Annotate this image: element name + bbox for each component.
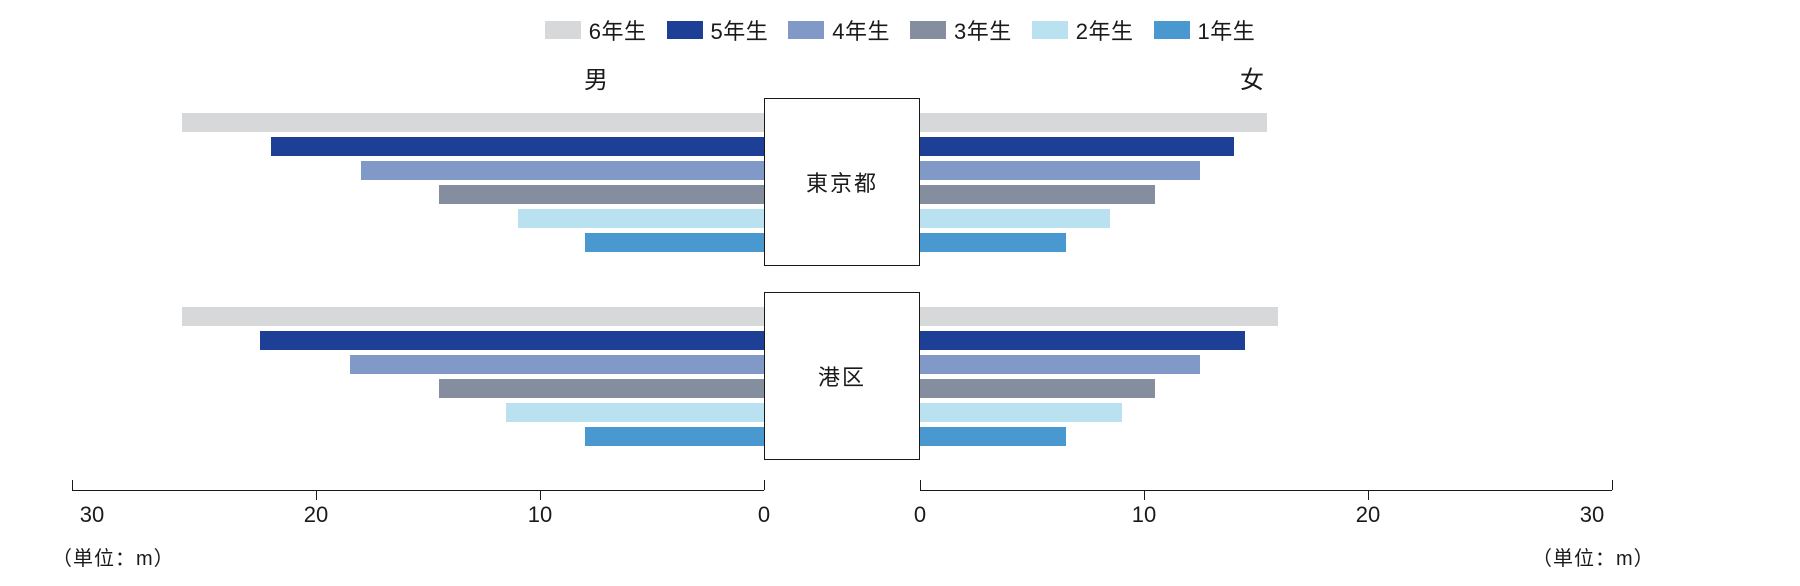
legend-label: 2年生 bbox=[1076, 14, 1134, 46]
legend-label: 4年生 bbox=[832, 14, 890, 46]
legend-swatch bbox=[910, 21, 946, 39]
category-box: 港区 bbox=[764, 292, 920, 460]
category-label: 港区 bbox=[818, 360, 866, 392]
axis-tick-label-left: 30 bbox=[80, 502, 104, 528]
axis-tick-label-left: 20 bbox=[304, 502, 328, 528]
unit-label-right: （単位：m） bbox=[1532, 542, 1655, 571]
bar-female bbox=[920, 379, 1155, 398]
axis-endcap bbox=[1612, 480, 1613, 490]
bar-female bbox=[920, 331, 1245, 350]
legend-swatch bbox=[667, 21, 703, 39]
legend-item: 2年生 bbox=[1032, 14, 1134, 46]
bar-male bbox=[361, 161, 764, 180]
bar-female bbox=[920, 355, 1200, 374]
axis-endcap bbox=[764, 480, 765, 490]
legend-swatch bbox=[788, 21, 824, 39]
legend-swatch bbox=[1032, 21, 1068, 39]
legend-label: 1年生 bbox=[1198, 14, 1256, 46]
legend-swatch bbox=[1154, 21, 1190, 39]
bar-male bbox=[439, 185, 764, 204]
axis-tick bbox=[1368, 490, 1369, 500]
bar-male bbox=[439, 379, 764, 398]
butterfly-bar-chart: 6年生 5年生 4年生 3年生 2年生 1年生男 女東京都港区 0 0 10 10 20 20 30 30 （… bbox=[0, 0, 1800, 586]
axis-line-left bbox=[72, 490, 764, 491]
bar-male bbox=[585, 233, 764, 252]
axis-endcap bbox=[72, 480, 73, 490]
axis-tick-label-right: 0 bbox=[914, 502, 926, 528]
legend-label: 6年生 bbox=[589, 14, 647, 46]
bar-male bbox=[260, 331, 764, 350]
legend: 6年生 5年生 4年生 3年生 2年生 1年生 bbox=[0, 14, 1800, 46]
bar-male bbox=[350, 355, 764, 374]
legend-item: 1年生 bbox=[1154, 14, 1256, 46]
bar-male bbox=[182, 307, 764, 326]
bar-female bbox=[920, 161, 1200, 180]
axis-tick-label-left: 0 bbox=[758, 502, 770, 528]
axis-tick-label-right: 20 bbox=[1356, 502, 1380, 528]
side-label-female: 女 bbox=[1240, 60, 1264, 95]
legend-label: 3年生 bbox=[954, 14, 1012, 46]
legend-item: 6年生 bbox=[545, 14, 647, 46]
axis-tick bbox=[1144, 490, 1145, 500]
legend-swatch bbox=[545, 21, 581, 39]
bar-female bbox=[920, 137, 1234, 156]
bar-female bbox=[920, 307, 1278, 326]
bar-male bbox=[506, 403, 764, 422]
bar-female bbox=[920, 233, 1066, 252]
unit-label-left: （単位：m） bbox=[52, 542, 175, 571]
axis-tick bbox=[540, 490, 541, 500]
axis-endcap bbox=[920, 480, 921, 490]
category-box: 東京都 bbox=[764, 98, 920, 266]
axis-tick-label-right: 30 bbox=[1580, 502, 1604, 528]
axis-tick-label-left: 10 bbox=[528, 502, 552, 528]
side-label-male: 男 bbox=[584, 60, 608, 95]
bar-female bbox=[920, 403, 1122, 422]
bar-female bbox=[920, 113, 1267, 132]
legend-label: 5年生 bbox=[711, 14, 769, 46]
axis-line-right bbox=[920, 490, 1612, 491]
legend-item: 5年生 bbox=[667, 14, 769, 46]
bar-male bbox=[182, 113, 764, 132]
axis-tick bbox=[316, 490, 317, 500]
axis-tick-label-right: 10 bbox=[1132, 502, 1156, 528]
bar-female bbox=[920, 185, 1155, 204]
bar-female bbox=[920, 427, 1066, 446]
bar-male bbox=[518, 209, 764, 228]
legend-item: 4年生 bbox=[788, 14, 890, 46]
legend-item: 3年生 bbox=[910, 14, 1012, 46]
bar-male bbox=[271, 137, 764, 156]
bar-female bbox=[920, 209, 1110, 228]
category-label: 東京都 bbox=[806, 166, 878, 198]
bar-male bbox=[585, 427, 764, 446]
